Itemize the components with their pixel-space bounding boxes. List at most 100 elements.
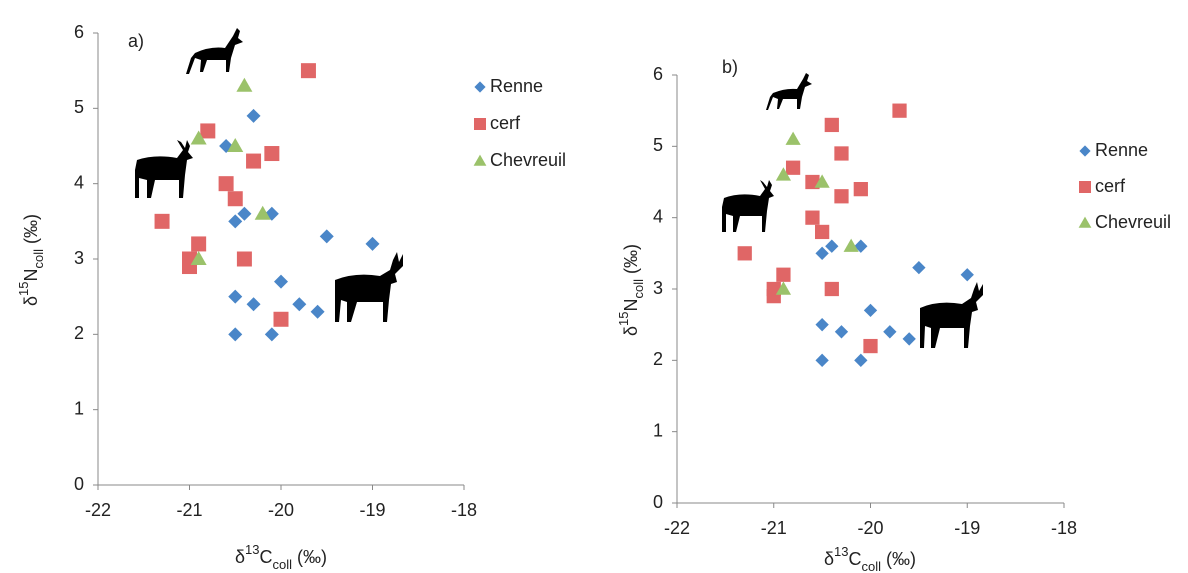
label-part: N	[21, 269, 41, 282]
square-marker	[785, 160, 801, 175]
square-marker	[200, 123, 216, 139]
y-tick-label: 2	[653, 349, 663, 369]
y-tick-label: 2	[74, 323, 84, 343]
triangle-marker	[843, 238, 859, 252]
legend-label: Renne	[490, 76, 543, 96]
diamond-marker	[292, 297, 307, 312]
reindeer-icon	[920, 282, 983, 348]
legend-label: Renne	[1095, 140, 1148, 160]
reindeer-icon	[335, 252, 403, 322]
triangle-marker	[190, 130, 207, 145]
label-part: δ	[621, 326, 641, 336]
triangle-marker	[254, 205, 271, 220]
square-marker	[154, 213, 170, 229]
square-marker	[815, 224, 830, 240]
legend-label: cerf	[1095, 176, 1126, 196]
legend-label: cerf	[490, 113, 521, 133]
square-marker	[300, 63, 316, 79]
diamond-marker	[246, 108, 261, 123]
diamond-marker	[902, 332, 916, 346]
red-deer-icon	[722, 180, 774, 232]
diamond-marker	[815, 318, 829, 332]
diamond-marker	[815, 353, 829, 367]
label-part: 15	[616, 312, 631, 326]
square-marker	[1079, 181, 1091, 193]
square-marker	[246, 153, 262, 169]
y-tick-label: 0	[653, 492, 663, 512]
label-part: (‰)	[881, 549, 916, 569]
diamond-marker	[264, 327, 279, 342]
x-tick-label: -20	[857, 518, 883, 538]
diamond-marker	[854, 353, 868, 367]
roe-deer-icon	[766, 73, 812, 110]
diamond-marker	[834, 325, 849, 339]
label-part: C	[259, 547, 272, 567]
y-axis-label: δ15Ncoll (‰)	[16, 214, 46, 306]
square-marker	[834, 146, 849, 161]
diamond-marker	[1079, 145, 1091, 157]
diamond-marker	[825, 239, 839, 253]
label-part: 13	[245, 542, 259, 557]
triangle-marker	[190, 251, 207, 265]
x-axis-label: δ13Ccoll (‰)	[235, 542, 327, 572]
y-tick-label: 1	[653, 420, 663, 440]
square-marker	[834, 189, 849, 204]
y-tick-label: 3	[653, 278, 663, 298]
label-part: C	[848, 549, 861, 569]
square-marker	[853, 182, 868, 197]
label-part: coll	[861, 559, 881, 573]
square-marker	[474, 118, 486, 130]
triangle-marker	[814, 174, 830, 188]
diamond-marker	[246, 297, 261, 312]
y-tick-label: 6	[74, 22, 84, 42]
diamond-marker	[815, 246, 829, 260]
label-part: coll	[31, 249, 46, 269]
x-tick-label: -21	[176, 500, 202, 520]
square-marker	[191, 236, 207, 252]
diamond-marker	[365, 236, 380, 251]
diamond-marker	[912, 260, 926, 275]
label-part: δ	[824, 549, 834, 569]
x-tick-label: -22	[85, 500, 111, 520]
square-marker	[264, 146, 280, 162]
x-tick-label: -19	[359, 500, 385, 520]
label-part: δ	[235, 547, 245, 567]
diamond-marker	[228, 214, 243, 229]
x-tick-label: -18	[1051, 518, 1077, 538]
y-tick-label: 0	[74, 474, 84, 494]
y-tick-label: 6	[653, 64, 663, 84]
triangle-marker	[775, 167, 792, 181]
panel-label: b)	[722, 57, 738, 77]
triangle-marker	[473, 154, 487, 166]
diamond-marker	[310, 304, 325, 319]
square-marker	[273, 311, 289, 327]
diamond-marker	[319, 229, 334, 244]
square-marker	[805, 210, 820, 225]
y-axis-label: δ15Ncoll (‰)	[616, 244, 646, 336]
triangle-marker	[227, 138, 244, 152]
square-marker	[776, 267, 791, 282]
x-tick-label: -18	[451, 500, 477, 520]
x-tick-label: -19	[954, 518, 980, 538]
label-part: N	[621, 299, 641, 312]
silhouettes	[135, 28, 983, 348]
label-part: 15	[16, 282, 31, 296]
diamond-marker	[474, 81, 486, 93]
roe-deer-icon	[186, 28, 243, 74]
label-part: coll	[631, 279, 646, 299]
diamond-marker	[228, 327, 243, 342]
x-tick-label: -20	[268, 500, 294, 520]
label-part: (‰)	[21, 214, 41, 249]
label-part: (‰)	[621, 244, 641, 279]
y-tick-label: 1	[74, 398, 84, 418]
diamond-marker	[883, 325, 897, 339]
square-marker	[863, 338, 878, 354]
label-part: δ	[21, 296, 41, 306]
square-marker	[236, 251, 252, 267]
x-axis-label: δ13Ccoll (‰)	[824, 544, 916, 573]
diamond-marker	[854, 239, 868, 253]
x-tick-label: -22	[664, 518, 690, 538]
legend-label: Chevreuil	[490, 150, 566, 170]
y-tick-label: 4	[653, 206, 663, 226]
